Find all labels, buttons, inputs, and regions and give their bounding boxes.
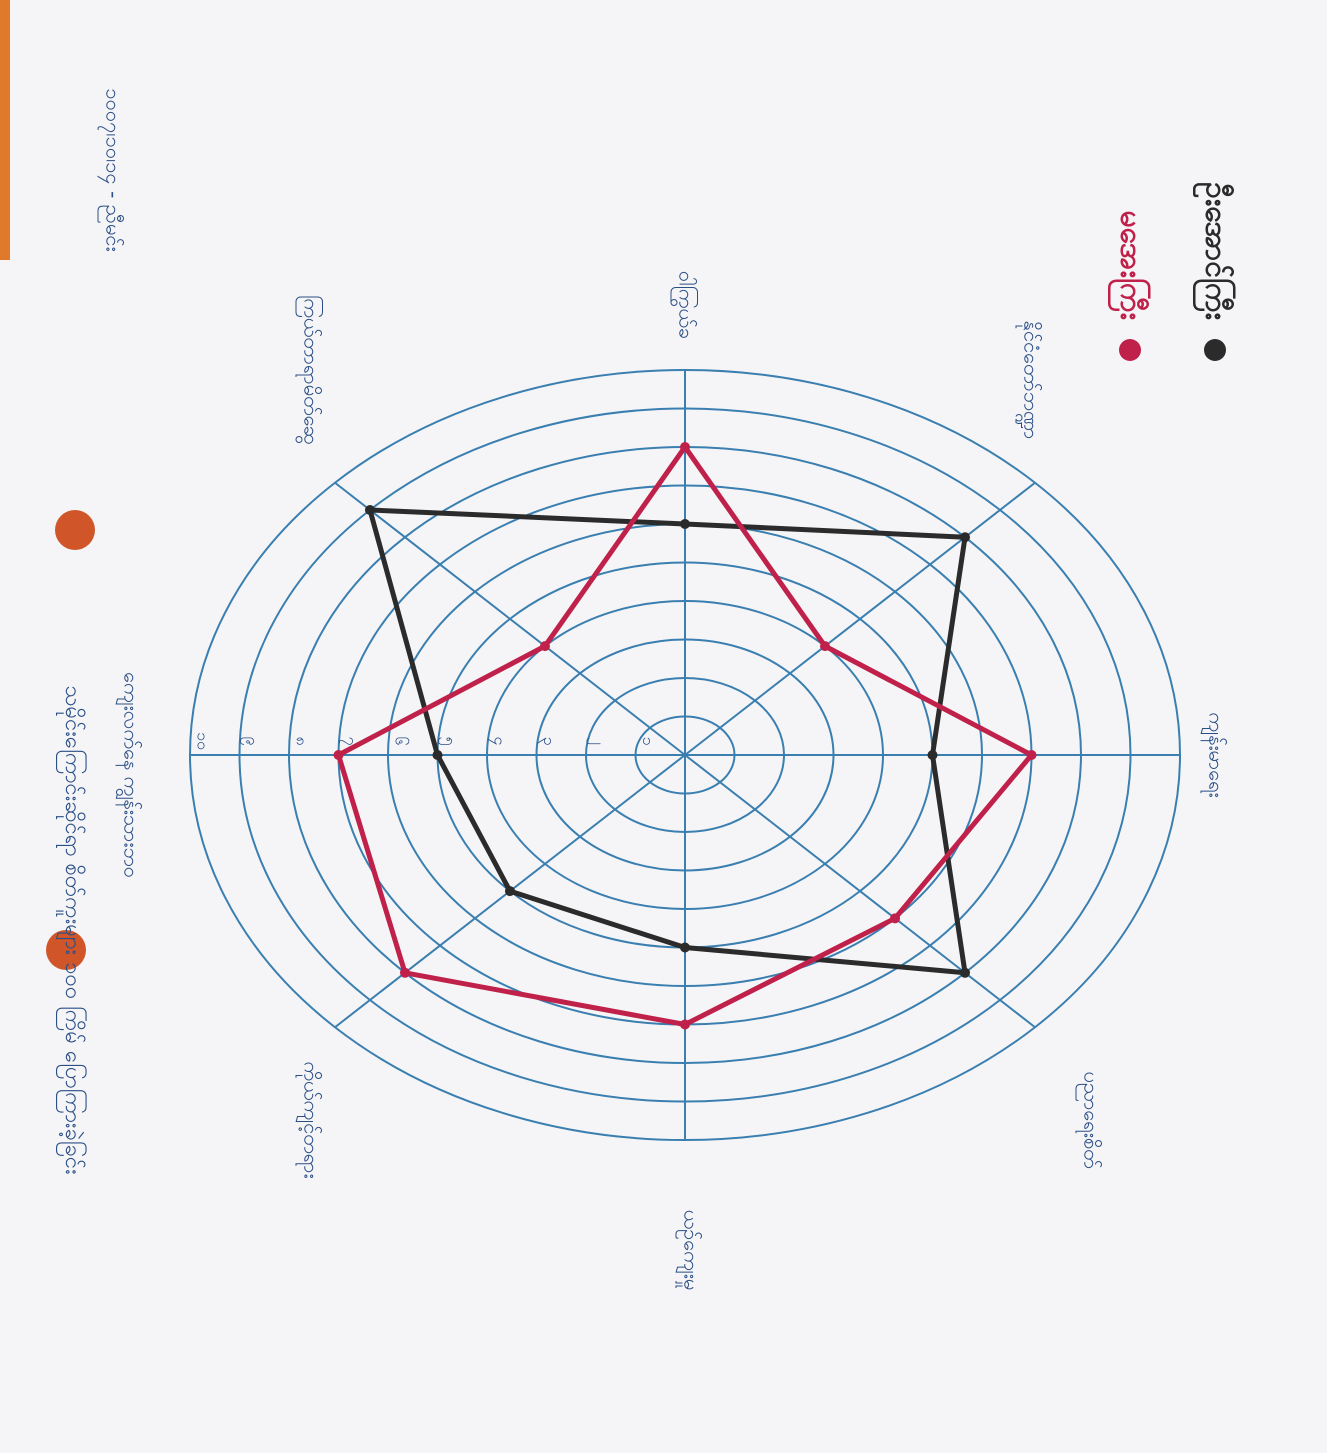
data-point (1027, 750, 1037, 760)
chart: ၁၂၃၄၅၆၇၈၉၁၀ ဝါကြွယ်ခနိုင်ငံတော်ဘဏ္ဍာကျန်… (0, 0, 1327, 1453)
r-tick-label: ၁၀ (194, 732, 213, 750)
data-point (960, 532, 970, 542)
r-tick-label: ၄ (488, 737, 510, 746)
data-point (820, 641, 830, 651)
data-point (890, 913, 900, 923)
axis-label: ကျန်းမာရေး (1201, 712, 1229, 797)
r-tick-label: ၆ (392, 737, 411, 746)
data-point (433, 750, 443, 760)
axis-label: နိုင်ငံတော်ဘဏ္ဍာ (1016, 321, 1044, 440)
data-point (680, 1020, 690, 1030)
r-tick-label: ၉ (240, 737, 262, 746)
page: {"chart_data": { "type": "radar", "categ… (0, 0, 1327, 1453)
legend-marker (1204, 339, 1226, 361)
data-point (680, 943, 690, 953)
date-note: ၁၀၀၇၊၁၀၊၁၄ - ညီမင်း (98, 88, 126, 251)
r-tick-label: ၈ (293, 736, 312, 745)
data-point (334, 750, 344, 760)
paper-edge (0, 0, 10, 260)
axis-label: ကိုယ်ကျင့်တရား (296, 1061, 324, 1178)
r-tick-label: ၃ (537, 737, 559, 746)
data-point (400, 968, 410, 978)
data-point (365, 505, 375, 515)
axis-label: ကြယ်တာရာမိတ်ဆွေ (296, 295, 324, 445)
data-point (540, 641, 550, 651)
punch-hole (55, 510, 95, 550)
data-point (680, 442, 690, 452)
data-point (680, 519, 690, 529)
r-tick-label: ၂ (587, 737, 609, 745)
axis-label: ဝါကြွယ်ခ (671, 271, 699, 339)
r-tick-label: ၁ (639, 737, 658, 746)
footnote: သမိုင်းကြောင်းဆိုင်ရာ စိတ်ကူးများ ၁၀၀ ကြ… (56, 685, 87, 1174)
r-tick-label: ၅ (438, 737, 460, 746)
legend-marker (1119, 339, 1141, 361)
data-point (928, 750, 938, 760)
data-point (505, 886, 515, 896)
axis-label: ပညာရေးစိတ် (1076, 1071, 1104, 1168)
axis-label: ယဉ်ကျေးမှု (676, 1210, 704, 1291)
data-point (960, 968, 970, 978)
